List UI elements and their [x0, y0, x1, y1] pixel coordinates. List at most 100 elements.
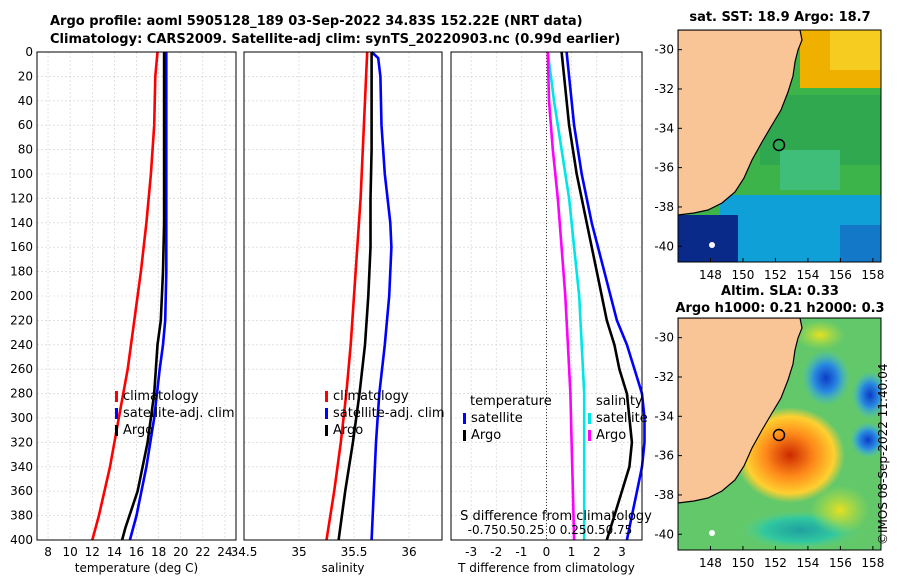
- depth-tick-label: 200: [10, 289, 33, 303]
- sal-frame: [243, 51, 443, 541]
- sal-legend-swatch: [325, 391, 328, 402]
- diff-legend-sal-label: Argo: [596, 428, 626, 443]
- depth-tick-label: 80: [18, 143, 33, 157]
- diff-legend-temp-label: Argo: [471, 428, 501, 443]
- sst-axes: 148 150 152 154 156 158 -30 -32 -34 -36 -38 -40: [654, 43, 884, 282]
- temp-legend-swatch: [115, 425, 118, 436]
- temp-frame: [36, 51, 237, 541]
- sal-series-climatology: [325, 51, 369, 541]
- sal-legend-swatch: [325, 425, 328, 436]
- temp-series-satellite-adj-clim: [128, 52, 168, 541]
- sst-map: 148 150 152 154 156 158 -30 -32 -34 -36 -38 -40: [654, 29, 884, 282]
- diff-top-xlabel: S difference from climatology: [460, 509, 652, 524]
- temp-xtick-label: 22: [195, 545, 210, 559]
- sla-land: [678, 318, 803, 504]
- temp-legend-swatch: [115, 391, 118, 402]
- sst-teal-patch: [780, 150, 840, 190]
- temp-legend-label: Argo: [123, 423, 153, 438]
- map-xtick-label: 156: [829, 556, 852, 570]
- map-ytick-label: -34: [654, 121, 674, 135]
- map-xtick-label: 150: [732, 556, 755, 570]
- diff-top-xticks: -0.750.50.25 0 0.250.50.75: [468, 523, 633, 537]
- sal-legend-swatch: [325, 408, 328, 419]
- map-ytick-label: -40: [654, 239, 674, 253]
- sst-land: [678, 30, 803, 216]
- imos-timestamp: ©IMOS 08-Sep-2022 11:40:04: [876, 363, 890, 545]
- map-ytick-label: -38: [654, 200, 674, 214]
- diff-legend-sal-swatch: [588, 430, 591, 441]
- diff-legend-sal-swatch: [588, 413, 591, 424]
- depth-tick-label: 140: [10, 216, 33, 230]
- diff-xtick-label: 1: [568, 545, 576, 559]
- diff-xtick-label: 0: [543, 545, 551, 559]
- diff-xtick-label: -2: [490, 545, 502, 559]
- depth-tick-label: 40: [18, 94, 33, 108]
- map-xtick-label: 154: [796, 556, 819, 570]
- depth-tick-label: 180: [10, 265, 33, 279]
- map-ytick-label: -38: [654, 488, 674, 502]
- depth-tick-label: 340: [10, 460, 33, 474]
- diff-xlabel: T difference from climatology: [457, 561, 635, 575]
- diff-legend-temp-title: temperature: [470, 394, 552, 409]
- sal-xtick-label: 35.5: [341, 545, 368, 559]
- depth-tick-label: 160: [10, 240, 33, 254]
- temp-legend-label: satellite-adj. clim: [123, 406, 235, 421]
- diff-xtick-label: 2: [593, 545, 601, 559]
- sla-negative-eddy-se: [850, 422, 881, 458]
- temp-legend-swatch: [115, 408, 118, 419]
- sal-xlabel: salinity: [321, 561, 364, 575]
- sal-xtick-label: 36: [401, 545, 416, 559]
- map-ytick-label: -36: [654, 161, 674, 175]
- map-xtick-label: 152: [764, 268, 787, 282]
- sst-cold-east: [840, 225, 881, 262]
- diff-series-s-argo: [546, 51, 576, 541]
- diff-frame: [450, 51, 643, 541]
- sla-negative-eddy: [802, 350, 850, 406]
- diff-series-s-satellite: [546, 51, 586, 540]
- depth-tick-label: 220: [10, 313, 33, 327]
- temp-xtick-label: 20: [173, 545, 188, 559]
- difference-panel: -3 -2 -1 0 1 2 3 T difference from climatology t…: [450, 51, 652, 575]
- map-xtick-label: 156: [829, 268, 852, 282]
- sla-map: 148 150 152 154 156 158 -30 -32 -34 -36 -38 -40: [654, 317, 884, 570]
- map-ytick-label: -40: [654, 527, 674, 541]
- sst-cold-patch: [678, 215, 738, 262]
- sst-frame: [677, 29, 882, 263]
- temp-series-climatology: [91, 51, 159, 541]
- temperature-panel: 0 20 40 60 80 100 120 140 160 180 200 220 240 260 280 3…: [10, 45, 237, 575]
- map-ytick-label: -36: [654, 449, 674, 463]
- diff-legend-sal-title: salinity: [596, 394, 643, 409]
- temp-series-argo: [120, 52, 166, 541]
- map-ytick-label: -30: [654, 43, 674, 57]
- sal-legend-label: satellite-adj. clim: [333, 406, 445, 421]
- sla-map-subtitle: Argo h1000: 0.21 h2000: 0.3: [675, 301, 885, 316]
- map-xtick-label: 148: [699, 268, 722, 282]
- map-xtick-label: 152: [764, 556, 787, 570]
- map-xtick-label: 154: [796, 268, 819, 282]
- depth-tick-label: 320: [10, 435, 33, 449]
- sst-warm-core: [830, 30, 881, 70]
- sla-negative-eddy-east: [852, 371, 881, 419]
- temp-xtick-label: 8: [44, 545, 52, 559]
- sal-xtick-label: 34.5: [231, 545, 258, 559]
- temp-xtick-label: 24: [217, 545, 232, 559]
- diff-xtick-label: -3: [465, 545, 477, 559]
- diff-legend-temp-swatch: [463, 413, 466, 424]
- figure-title-line1: Argo profile: aoml 5905128_189 03-Sep-20…: [50, 14, 583, 29]
- depth-tick-label: 280: [10, 387, 33, 401]
- figure-title-line2: Climatology: CARS2009. Satellite-adj cli…: [50, 32, 621, 47]
- sst-argo-marker: [772, 138, 786, 152]
- sla-yellow-patch: [810, 485, 870, 535]
- sla-map-title: Altim. SLA: 0.33: [721, 284, 839, 299]
- temp-xtick-label: 18: [151, 545, 166, 559]
- map-xtick-label: 148: [699, 556, 722, 570]
- depth-tick-label: 400: [10, 533, 33, 547]
- sal-xtick-label: 35: [291, 545, 306, 559]
- temp-legend-label: climatology: [123, 389, 199, 404]
- diff-xtick-label: -1: [515, 545, 527, 559]
- sal-legend-label: Argo: [333, 423, 363, 438]
- depth-tick-label: 60: [18, 118, 33, 132]
- map-ytick-label: -34: [654, 409, 674, 423]
- temp-xtick-label: 10: [63, 545, 78, 559]
